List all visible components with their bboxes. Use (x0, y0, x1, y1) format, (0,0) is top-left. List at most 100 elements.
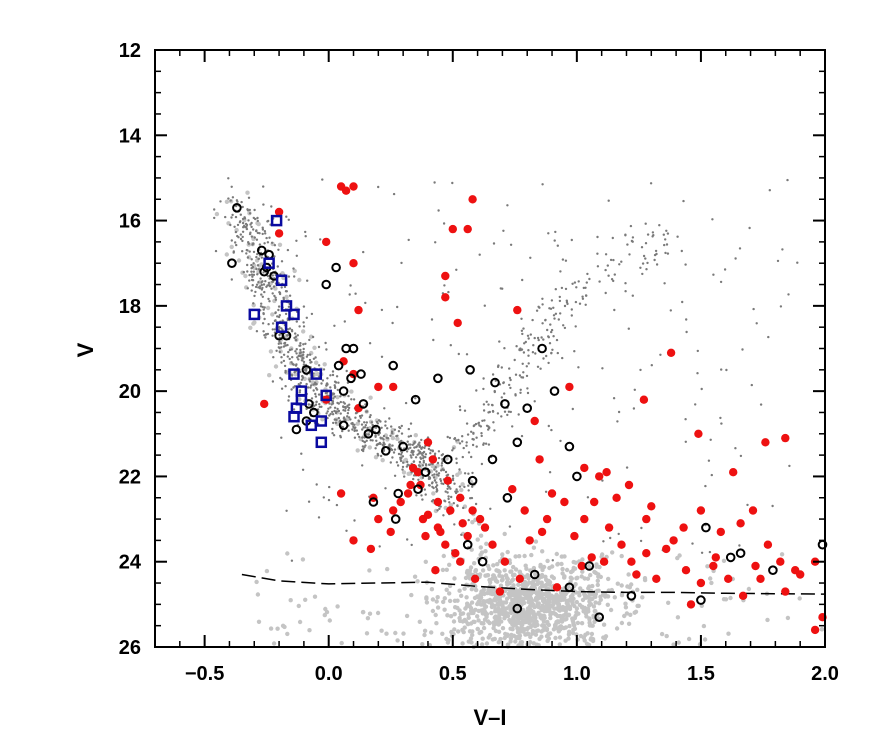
field-star (333, 418, 336, 421)
y-tick-label: 22 (119, 466, 141, 488)
field-star-faint (529, 584, 535, 590)
field-star (294, 338, 298, 342)
field-star (506, 204, 509, 207)
field-star-faint (509, 578, 515, 583)
field-star (458, 468, 461, 471)
field-star (252, 262, 255, 265)
field-star (264, 280, 267, 283)
field-star-faint (251, 321, 256, 326)
field-star (489, 507, 492, 510)
field-star (257, 281, 260, 284)
field-star-faint (481, 621, 486, 626)
field-star (304, 235, 307, 238)
y-tick-label: 26 (119, 637, 141, 659)
field-star-faint (560, 617, 565, 622)
field-star-faint (540, 549, 545, 554)
field-star (262, 308, 265, 311)
field-star-faint (476, 618, 481, 623)
field-star-faint (726, 631, 731, 636)
field-star (277, 305, 281, 308)
red-point (322, 237, 331, 247)
field-star (280, 346, 283, 349)
field-star (354, 292, 357, 295)
black-ring-point (735, 548, 746, 559)
field-star (474, 422, 478, 426)
field-star (264, 336, 267, 339)
field-star (268, 285, 272, 288)
field-star (288, 348, 292, 352)
field-star (444, 490, 447, 493)
field-star (433, 452, 437, 455)
field-star-faint (395, 436, 400, 442)
field-star (278, 326, 281, 329)
field-star-faint (459, 593, 464, 598)
field-star (430, 318, 434, 321)
field-star (436, 489, 439, 492)
field-star (314, 356, 317, 359)
field-star (655, 263, 659, 266)
field-star (432, 498, 435, 502)
field-star-faint (666, 600, 671, 605)
field-star-faint (659, 631, 665, 637)
field-star (522, 371, 525, 374)
field-star (676, 235, 679, 238)
field-star (496, 412, 500, 415)
field-star (506, 413, 509, 417)
field-star-faint (529, 608, 534, 613)
field-star (470, 496, 474, 500)
field-star (384, 424, 387, 427)
field-star-faint (441, 553, 446, 559)
field-star (291, 363, 295, 366)
field-star (278, 314, 281, 317)
field-star (328, 485, 331, 489)
field-star (331, 401, 334, 404)
field-star (299, 342, 302, 345)
field-star (235, 243, 238, 247)
field-star-faint (642, 577, 648, 583)
field-star-faint (401, 631, 406, 636)
field-star-faint (471, 619, 476, 624)
field-star (231, 196, 235, 199)
field-star (559, 439, 562, 443)
field-star (586, 272, 589, 276)
field-star (333, 324, 336, 327)
field-star (331, 370, 335, 373)
black-ring-point (381, 446, 391, 456)
field-star (248, 208, 251, 212)
red-point (580, 463, 589, 473)
field-star-faint (475, 594, 480, 599)
field-star-faint (535, 578, 540, 584)
field-star-faint (368, 395, 373, 400)
field-star (487, 443, 491, 446)
red-point (341, 186, 351, 195)
field-star (277, 308, 280, 312)
field-star-faint (513, 567, 519, 572)
field-star (247, 196, 251, 199)
field-star (307, 500, 311, 503)
field-star (521, 362, 524, 365)
red-point (441, 540, 450, 549)
field-star (696, 349, 699, 353)
field-star (552, 306, 555, 309)
field-star-faint (502, 568, 507, 573)
field-star (233, 225, 236, 228)
field-star (342, 405, 345, 409)
field-star (298, 325, 301, 328)
field-star (276, 315, 279, 318)
field-star (584, 303, 587, 306)
field-star (441, 468, 444, 471)
field-star (547, 232, 550, 235)
field-star (549, 323, 552, 326)
field-star-faint (553, 635, 558, 641)
field-star (771, 504, 774, 508)
field-star (537, 338, 540, 342)
field-star-faint (510, 573, 516, 578)
red-point (508, 485, 517, 494)
field-star (346, 415, 349, 418)
field-star-faint (593, 600, 598, 605)
field-star (624, 234, 627, 237)
field-star (658, 224, 661, 227)
field-star (487, 428, 490, 431)
field-star (294, 332, 297, 335)
field-star (710, 473, 713, 477)
